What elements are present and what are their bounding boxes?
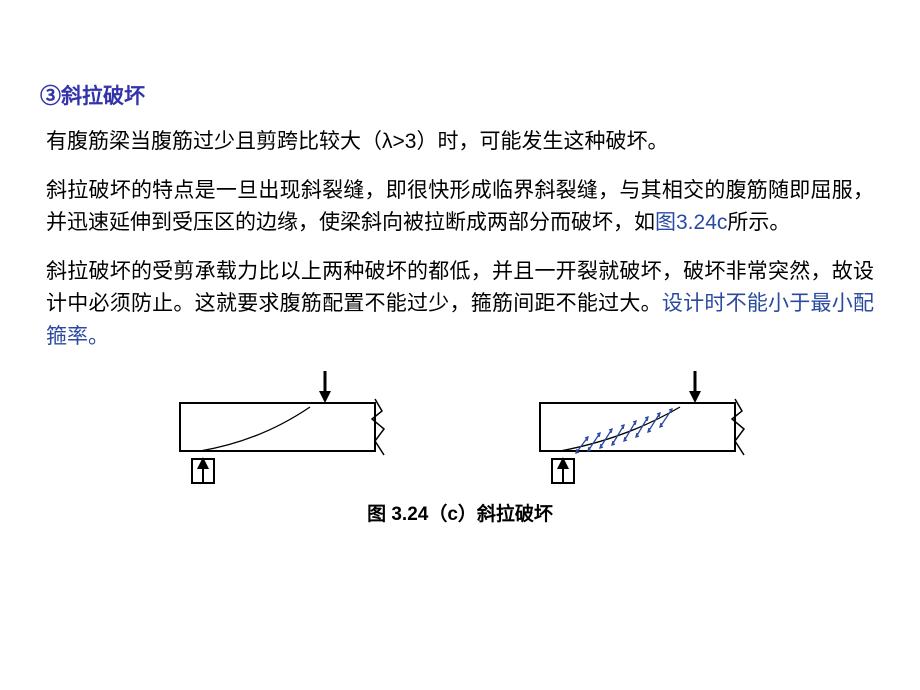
p2-figure-ref: 图3.24c [655,211,727,234]
section-heading: ③斜拉破坏 [40,80,880,110]
figure-right [530,371,750,491]
page: ③斜拉破坏 有腹筋梁当腹筋过少且剪跨比较大（λ>3）时，可能发生这种破坏。 斜拉… [0,0,920,546]
beam-right-svg [530,371,750,491]
figure-caption: 图 3.24（c）斜拉破坏 [40,499,880,526]
figure-left [170,371,390,491]
beam-left-svg [170,371,390,491]
heading-title: 斜拉破坏 [61,85,145,108]
p2-suffix: 所示。 [727,211,790,234]
heading-marker: ③ [40,85,61,108]
paragraph-3: 斜拉破坏的受剪承载力比以上两种破坏的都低，并且一开裂就破坏，破坏非常突然，故设计… [46,256,874,354]
paragraph-1: 有腹筋梁当腹筋过少且剪跨比较大（λ>3）时，可能发生这种破坏。 [46,126,874,159]
figure-row [40,371,880,491]
paragraph-2: 斜拉破坏的特点是一旦出现斜裂缝，即很快形成临界斜裂缝，与其相交的腹筋随即屈服，并… [46,175,874,240]
